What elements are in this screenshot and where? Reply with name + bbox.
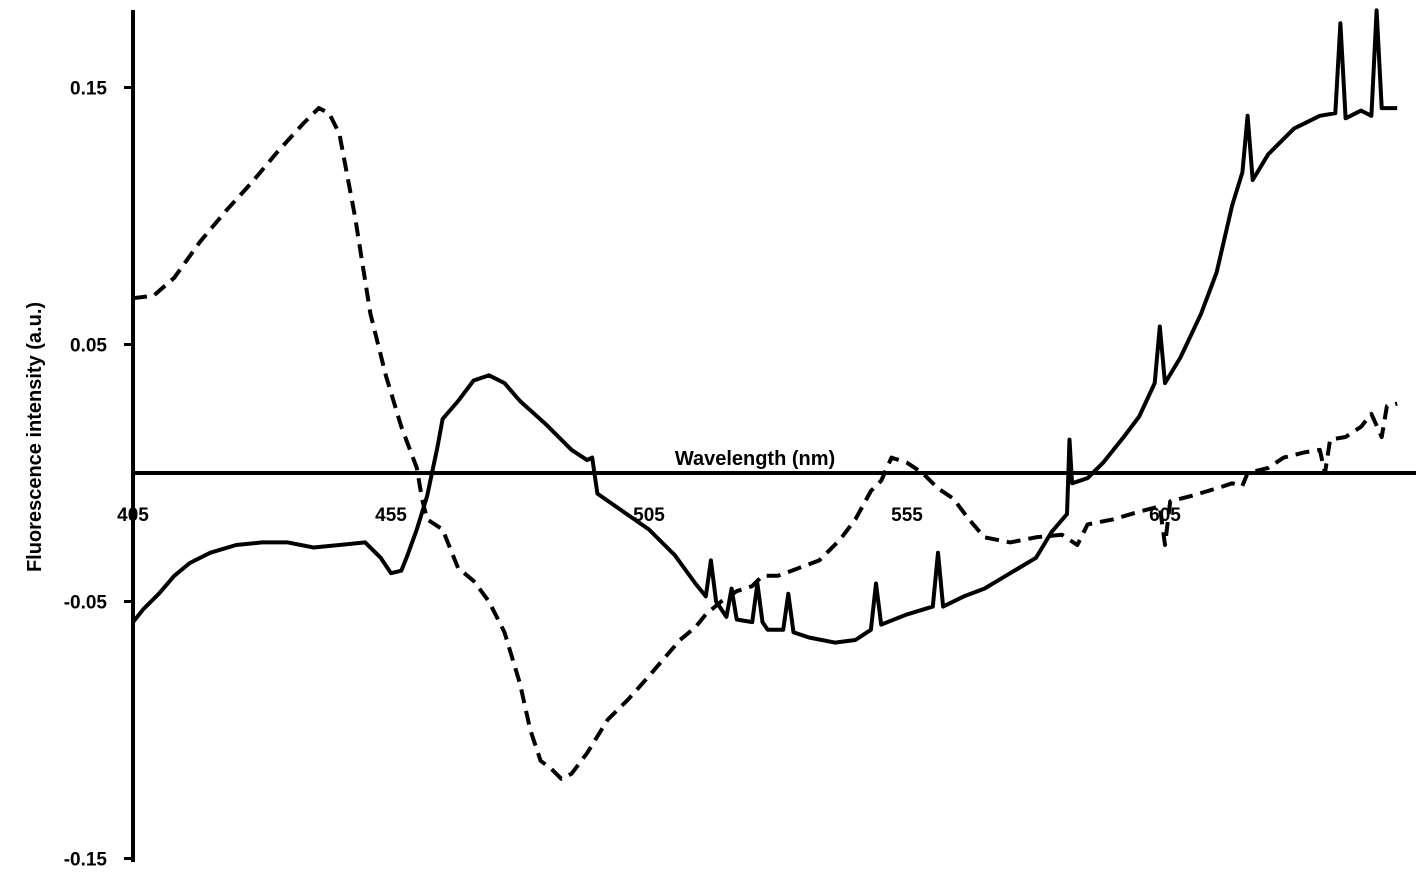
x-tick-label: 505 [633, 505, 665, 526]
series-layer [131, 8, 1398, 781]
y-tick-label: -0.05 [64, 593, 108, 614]
y-tick-label: 0.15 [70, 79, 107, 100]
series-line-solid [131, 8, 1398, 645]
y-tick-label: 0.05 [70, 336, 107, 357]
y-axis-title: Fluorescence intensity (a.u.) [24, 302, 46, 572]
series-line-dashed [132, 106, 1398, 781]
x-tick-label: 605 [1149, 505, 1181, 526]
x-axis-ticks: 405 455 505 555 605 [117, 505, 1181, 526]
x-tick-label: 455 [375, 505, 407, 526]
x-tick-label: 555 [891, 505, 923, 526]
y-tick-label: -0.15 [64, 850, 108, 871]
y-axis-ticks: 0.15 0.05 -0.05 -0.15 [64, 79, 133, 871]
x-axis-title: Wavelength (nm) [675, 448, 835, 470]
x-tick-label: 405 [117, 505, 149, 526]
